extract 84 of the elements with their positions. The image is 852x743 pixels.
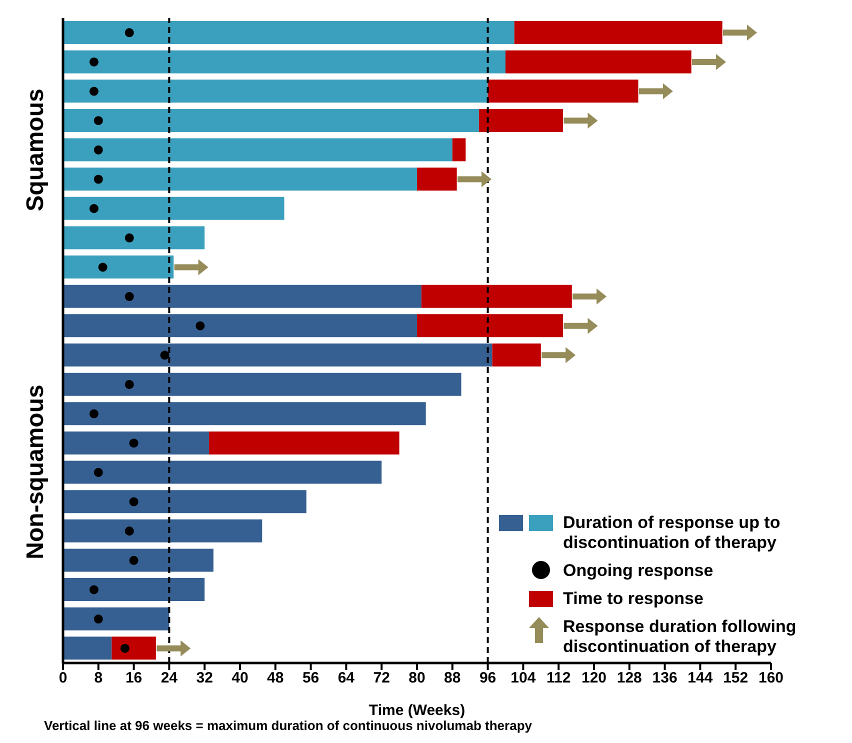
bar — [63, 138, 452, 162]
bar — [63, 519, 262, 542]
x-tick-label: 88 — [444, 670, 461, 687]
point — [124, 526, 134, 536]
bar — [63, 636, 112, 660]
point — [94, 145, 103, 154]
x-tick-label: 48 — [267, 670, 284, 687]
bar — [112, 636, 156, 660]
bar — [478, 108, 564, 132]
text: Non-squamous — [22, 385, 50, 560]
x-tick-label: 112 — [546, 670, 571, 687]
point — [89, 57, 98, 66]
x-tick-label: 56 — [302, 670, 320, 687]
x-tick-label: 96 — [479, 670, 496, 687]
x-tick-label: 128 — [616, 670, 642, 687]
bar — [488, 80, 638, 103]
point — [124, 233, 134, 242]
bar — [421, 284, 572, 308]
bar — [63, 80, 488, 103]
bar — [452, 138, 466, 162]
bar — [63, 21, 514, 44]
x-tick-label: 80 — [408, 670, 426, 687]
bar — [63, 226, 205, 250]
x-tick-label: 152 — [723, 670, 748, 687]
bar — [63, 431, 210, 454]
bar — [63, 460, 382, 484]
legend-label: Response duration following discontinuation of therapy — [563, 617, 798, 657]
point — [89, 86, 98, 96]
bar — [63, 607, 170, 630]
x-tick-label: 0 — [58, 670, 68, 687]
text: Vertical line at 96 weeks = maximum duration of continuous nivolumab therapy — [44, 718, 532, 733]
point — [124, 292, 134, 302]
point — [89, 585, 98, 594]
bar — [417, 168, 457, 191]
point — [98, 262, 108, 272]
text: Squamous — [22, 88, 50, 212]
point — [94, 116, 103, 126]
bar — [63, 578, 205, 602]
x-tick-label: 144 — [688, 670, 714, 687]
bar — [63, 108, 479, 132]
x-tick-label: 64 — [338, 670, 356, 687]
x-axis-title: Time (Weeks) — [368, 702, 466, 719]
bar — [63, 196, 284, 220]
bar — [63, 490, 306, 514]
legend-label: Duration of response up to discontinuation of therapy — [563, 513, 782, 553]
bar — [63, 402, 426, 426]
legend-label: Ongoing response — [563, 561, 714, 581]
point — [124, 28, 134, 38]
x-tick-label: 40 — [232, 670, 248, 687]
point — [129, 497, 138, 506]
point — [120, 644, 130, 653]
bar — [492, 344, 541, 366]
point — [129, 556, 138, 565]
bar — [63, 168, 417, 191]
point — [129, 438, 138, 448]
x-tick-label: 32 — [196, 670, 213, 687]
bar — [63, 344, 492, 366]
point — [160, 350, 170, 360]
bar — [514, 21, 722, 44]
point — [124, 380, 134, 389]
legend-label: Time to response — [563, 589, 704, 609]
bar — [63, 284, 422, 308]
bar — [63, 548, 214, 572]
bar — [417, 314, 564, 338]
point — [94, 468, 103, 477]
x-tick-label: 16 — [125, 670, 142, 687]
point — [89, 204, 98, 214]
bar — [63, 50, 506, 74]
point — [196, 321, 205, 330]
point — [94, 174, 103, 184]
x-tick-label: 8 — [94, 670, 103, 687]
x-tick-label: 72 — [373, 670, 390, 687]
x-tick-label: 136 — [652, 670, 678, 687]
point — [89, 409, 98, 418]
x-tick-label: 104 — [510, 670, 536, 687]
bar — [506, 50, 692, 74]
bar — [209, 431, 400, 454]
x-tick-label: 160 — [758, 670, 784, 687]
point — [94, 614, 103, 624]
x-tick-label: 120 — [581, 670, 607, 687]
x-tick-label: 24 — [160, 670, 178, 687]
bar — [63, 256, 174, 279]
bar — [63, 372, 462, 396]
bar — [63, 314, 417, 338]
